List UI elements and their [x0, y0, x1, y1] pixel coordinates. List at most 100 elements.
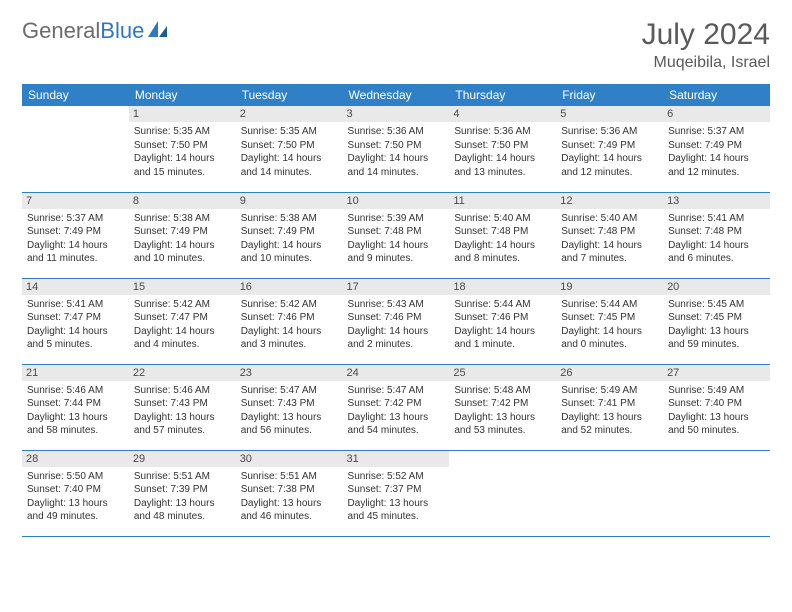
day-number: 5	[556, 106, 663, 122]
day-number: 9	[236, 193, 343, 209]
calendar-row: 28 Sunrise: 5:50 AMSunset: 7:40 PMDayligh…	[22, 450, 770, 536]
day-number: 11	[449, 193, 556, 209]
day-number: 31	[343, 451, 450, 467]
weekday-header: Saturday	[663, 84, 770, 106]
day-info: Sunrise: 5:41 AMSunset: 7:47 PMDaylight:…	[27, 298, 124, 352]
day-info: Sunrise: 5:36 AMSunset: 7:49 PMDaylight:…	[561, 125, 658, 179]
calendar-cell	[663, 450, 770, 536]
calendar-cell: 16 Sunrise: 5:42 AMSunset: 7:46 PMDayligh…	[236, 278, 343, 364]
day-number: 2	[236, 106, 343, 122]
day-info: Sunrise: 5:36 AMSunset: 7:50 PMDaylight:…	[348, 125, 445, 179]
day-info: Sunrise: 5:40 AMSunset: 7:48 PMDaylight:…	[454, 212, 551, 266]
calendar-cell: 21Sunrise: 5:46 AMSunset: 7:44 PMDayligh…	[22, 364, 129, 450]
calendar-cell: 28 Sunrise: 5:50 AMSunset: 7:40 PMDayligh…	[22, 450, 129, 536]
day-info: Sunrise: 5:42 AMSunset: 7:47 PMDaylight:…	[134, 298, 231, 352]
calendar-cell: 19 Sunrise: 5:44 AMSunset: 7:45 PMDayligh…	[556, 278, 663, 364]
day-number: 23	[236, 365, 343, 381]
calendar-cell: 26Sunrise: 5:49 AMSunset: 7:41 PMDayligh…	[556, 364, 663, 450]
day-info: Sunrise: 5:35 AMSunset: 7:50 PMDaylight:…	[134, 125, 231, 179]
calendar-cell: 20Sunrise: 5:45 AMSunset: 7:45 PMDayligh…	[663, 278, 770, 364]
calendar-cell: 31 Sunrise: 5:52 AMSunset: 7:37 PMDayligh…	[343, 450, 450, 536]
calendar-cell: 18 Sunrise: 5:44 AMSunset: 7:46 PMDayligh…	[449, 278, 556, 364]
month-title: July 2024	[642, 18, 770, 52]
calendar-cell: 30 Sunrise: 5:51 AMSunset: 7:38 PMDayligh…	[236, 450, 343, 536]
calendar-cell: 6 Sunrise: 5:37 AMSunset: 7:49 PMDaylight…	[663, 106, 770, 192]
weekday-header: Friday	[556, 84, 663, 106]
day-info: Sunrise: 5:37 AMSunset: 7:49 PMDaylight:…	[668, 125, 765, 179]
weekday-header: Wednesday	[343, 84, 450, 106]
day-number: 12	[556, 193, 663, 209]
calendar-table: SundayMondayTuesdayWednesdayThursdayFrid…	[22, 84, 770, 537]
day-info: Sunrise: 5:44 AMSunset: 7:45 PMDaylight:…	[561, 298, 658, 352]
calendar-body: 1Sunrise: 5:35 AMSunset: 7:50 PMDaylight…	[22, 106, 770, 536]
day-number: 22	[129, 365, 236, 381]
day-info: Sunrise: 5:38 AMSunset: 7:49 PMDaylight:…	[241, 212, 338, 266]
day-number: 3	[343, 106, 450, 122]
day-info: Sunrise: 5:49 AMSunset: 7:40 PMDaylight:…	[668, 384, 765, 438]
calendar-cell: 8 Sunrise: 5:38 AMSunset: 7:49 PMDaylight…	[129, 192, 236, 278]
calendar-cell: 24 Sunrise: 5:47 AMSunset: 7:42 PMDayligh…	[343, 364, 450, 450]
logo-sail-icon	[147, 18, 169, 44]
day-info: Sunrise: 5:51 AMSunset: 7:38 PMDaylight:…	[241, 470, 338, 524]
calendar-cell: 1Sunrise: 5:35 AMSunset: 7:50 PMDaylight…	[129, 106, 236, 192]
weekday-header: Sunday	[22, 84, 129, 106]
weekday-header: Monday	[129, 84, 236, 106]
calendar-cell: 7 Sunrise: 5:37 AMSunset: 7:49 PMDaylight…	[22, 192, 129, 278]
calendar-row: 21Sunrise: 5:46 AMSunset: 7:44 PMDayligh…	[22, 364, 770, 450]
day-info: Sunrise: 5:47 AMSunset: 7:43 PMDaylight:…	[241, 384, 338, 438]
day-number: 30	[236, 451, 343, 467]
day-info: Sunrise: 5:51 AMSunset: 7:39 PMDaylight:…	[134, 470, 231, 524]
day-info: Sunrise: 5:43 AMSunset: 7:46 PMDaylight:…	[348, 298, 445, 352]
calendar-cell: 17 Sunrise: 5:43 AMSunset: 7:46 PMDayligh…	[343, 278, 450, 364]
calendar-cell: 14 Sunrise: 5:41 AMSunset: 7:47 PMDayligh…	[22, 278, 129, 364]
day-number: 17	[343, 279, 450, 295]
calendar-cell	[449, 450, 556, 536]
day-info: Sunrise: 5:37 AMSunset: 7:49 PMDaylight:…	[27, 212, 124, 266]
location-label: Muqeibila, Israel	[642, 54, 770, 72]
logo-text-2: Blue	[100, 18, 144, 44]
day-number: 18	[449, 279, 556, 295]
weekday-header-row: SundayMondayTuesdayWednesdayThursdayFrid…	[22, 84, 770, 106]
calendar-cell	[556, 450, 663, 536]
calendar-cell: 22Sunrise: 5:46 AMSunset: 7:43 PMDayligh…	[129, 364, 236, 450]
day-info: Sunrise: 5:50 AMSunset: 7:40 PMDaylight:…	[27, 470, 124, 524]
weekday-header: Tuesday	[236, 84, 343, 106]
day-number: 4	[449, 106, 556, 122]
day-number: 24	[343, 365, 450, 381]
calendar-cell: 11 Sunrise: 5:40 AMSunset: 7:48 PMDayligh…	[449, 192, 556, 278]
calendar-cell: 5 Sunrise: 5:36 AMSunset: 7:49 PMDaylight…	[556, 106, 663, 192]
calendar-row: 1Sunrise: 5:35 AMSunset: 7:50 PMDaylight…	[22, 106, 770, 192]
calendar-row: 7 Sunrise: 5:37 AMSunset: 7:49 PMDaylight…	[22, 192, 770, 278]
day-number: 16	[236, 279, 343, 295]
day-info: Sunrise: 5:39 AMSunset: 7:48 PMDaylight:…	[348, 212, 445, 266]
day-info: Sunrise: 5:45 AMSunset: 7:45 PMDaylight:…	[668, 298, 765, 352]
day-info: Sunrise: 5:42 AMSunset: 7:46 PMDaylight:…	[241, 298, 338, 352]
day-info: Sunrise: 5:36 AMSunset: 7:50 PMDaylight:…	[454, 125, 551, 179]
day-number: 6	[663, 106, 770, 122]
calendar-cell: 23 Sunrise: 5:47 AMSunset: 7:43 PMDayligh…	[236, 364, 343, 450]
day-number: 13	[663, 193, 770, 209]
day-info: Sunrise: 5:48 AMSunset: 7:42 PMDaylight:…	[454, 384, 551, 438]
calendar-cell: 10 Sunrise: 5:39 AMSunset: 7:48 PMDayligh…	[343, 192, 450, 278]
day-number: 10	[343, 193, 450, 209]
day-number: 19	[556, 279, 663, 295]
day-info: Sunrise: 5:49 AMSunset: 7:41 PMDaylight:…	[561, 384, 658, 438]
day-info: Sunrise: 5:38 AMSunset: 7:49 PMDaylight:…	[134, 212, 231, 266]
day-number: 28	[22, 451, 129, 467]
calendar-cell: 9 Sunrise: 5:38 AMSunset: 7:49 PMDaylight…	[236, 192, 343, 278]
day-info: Sunrise: 5:44 AMSunset: 7:46 PMDaylight:…	[454, 298, 551, 352]
day-number: 14	[22, 279, 129, 295]
day-number: 25	[449, 365, 556, 381]
calendar-cell: 4 Sunrise: 5:36 AMSunset: 7:50 PMDaylight…	[449, 106, 556, 192]
day-info: Sunrise: 5:40 AMSunset: 7:48 PMDaylight:…	[561, 212, 658, 266]
calendar-cell: 29Sunrise: 5:51 AMSunset: 7:39 PMDayligh…	[129, 450, 236, 536]
day-number: 8	[129, 193, 236, 209]
day-info: Sunrise: 5:47 AMSunset: 7:42 PMDaylight:…	[348, 384, 445, 438]
calendar-cell: 15Sunrise: 5:42 AMSunset: 7:47 PMDayligh…	[129, 278, 236, 364]
logo: GeneralBlue	[22, 18, 169, 44]
day-number: 7	[22, 193, 129, 209]
day-number: 27	[663, 365, 770, 381]
title-block: July 2024 Muqeibila, Israel	[642, 18, 770, 72]
day-info: Sunrise: 5:52 AMSunset: 7:37 PMDaylight:…	[348, 470, 445, 524]
calendar-cell: 3 Sunrise: 5:36 AMSunset: 7:50 PMDaylight…	[343, 106, 450, 192]
